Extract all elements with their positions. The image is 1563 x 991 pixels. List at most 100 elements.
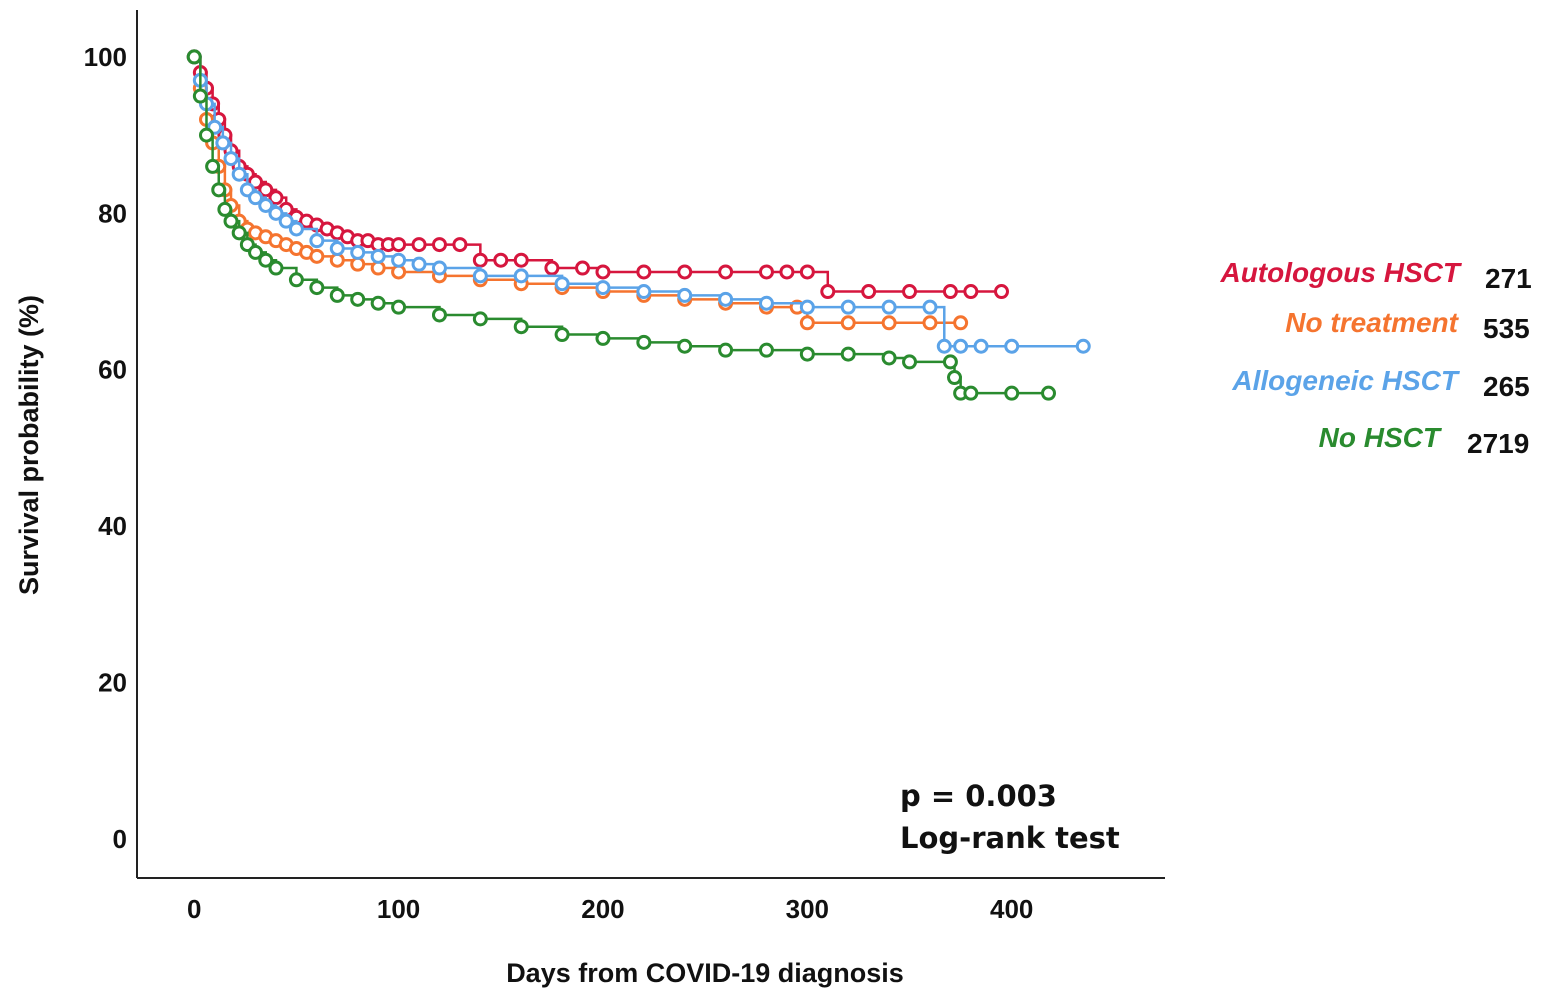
legend-count: 2719 (1467, 428, 1529, 459)
x-tick-label: 0 (187, 894, 201, 924)
series-no-treatment (186, 49, 969, 331)
y-tick-label: 0 (113, 824, 127, 854)
censor-mark (936, 338, 952, 354)
censor-mark (391, 299, 407, 315)
censor-mark (411, 237, 427, 253)
censor-mark (575, 260, 591, 276)
censor-mark (192, 88, 208, 104)
censor-mark (942, 354, 958, 370)
censor-mark (994, 284, 1010, 300)
censor-mark (223, 151, 239, 167)
censor-mark (677, 287, 693, 303)
censor-mark (268, 190, 284, 206)
censor-mark (902, 354, 918, 370)
censor-mark (411, 256, 427, 272)
y-tick-label: 100 (84, 42, 127, 72)
censor-mark (350, 291, 366, 307)
censor-mark (718, 291, 734, 307)
censor-mark (231, 225, 247, 241)
censor-mark (799, 315, 815, 331)
censor-mark (946, 370, 962, 386)
censor-mark (205, 158, 221, 174)
censor-mark (953, 315, 969, 331)
y-axis-title: Survival probability (%) (14, 295, 44, 595)
censor-mark (1041, 385, 1057, 401)
censor-mark (329, 287, 345, 303)
censor-mark (472, 252, 488, 268)
y-tick-labels: 0 20 40 60 80 100 (84, 42, 127, 854)
censor-mark (248, 244, 264, 260)
censor-mark (309, 280, 325, 296)
censor-mark (963, 284, 979, 300)
censor-mark (288, 272, 304, 288)
censor-mark (840, 346, 856, 362)
censor-mark (370, 295, 386, 311)
y-tick-label: 40 (98, 511, 127, 541)
y-tick-label: 80 (98, 198, 127, 228)
censor-mark (554, 276, 570, 292)
censor-mark (248, 190, 264, 206)
series-no-hsct (186, 49, 1057, 401)
censor-mark (799, 299, 815, 315)
censor-mark (595, 280, 611, 296)
legend-label: No treatment (1285, 307, 1459, 338)
censor-mark (799, 264, 815, 280)
censor-mark (881, 299, 897, 315)
censor-mark (758, 295, 774, 311)
censor-mark (758, 342, 774, 358)
censor-mark (309, 233, 325, 249)
x-tick-labels: 0 100 200 300 400 (187, 894, 1033, 924)
censor-mark (799, 346, 815, 362)
censor-mark (431, 260, 447, 276)
censor-mark (953, 338, 969, 354)
censor-mark (513, 319, 529, 335)
censor-mark (922, 299, 938, 315)
censor-mark (268, 260, 284, 276)
censor-mark (922, 315, 938, 331)
censor-mark (217, 201, 233, 217)
censor-mark (391, 252, 407, 268)
legend-count: 535 (1483, 313, 1530, 344)
censor-mark (636, 334, 652, 350)
censor-mark (595, 330, 611, 346)
censor-mark (595, 264, 611, 280)
series-allogeneic-hsct (186, 49, 1091, 354)
censor-mark (973, 338, 989, 354)
legend-label: Allogeneic HSCT (1231, 365, 1460, 396)
censor-mark (391, 264, 407, 280)
legend: Autologous HSCT 271 No treatment 535 Allogen… (1219, 257, 1531, 459)
censor-mark (278, 213, 294, 229)
censor-mark (309, 248, 325, 264)
censor-mark (1004, 338, 1020, 354)
legend-count: 271 (1485, 263, 1532, 294)
censor-mark (513, 252, 529, 268)
censor-mark (258, 182, 274, 198)
censor-mark (636, 284, 652, 300)
censor-mark (677, 338, 693, 354)
censor-mark (718, 342, 734, 358)
censor-mark (861, 284, 877, 300)
censor-mark (1004, 385, 1020, 401)
x-tick-label: 200 (581, 894, 624, 924)
censor-mark (350, 244, 366, 260)
censor-mark (268, 205, 284, 221)
y-tick-label: 20 (98, 668, 127, 698)
censor-mark (223, 213, 239, 229)
censor-mark (840, 315, 856, 331)
x-tick-label: 300 (786, 894, 829, 924)
censor-mark (370, 248, 386, 264)
x-tick-label: 100 (377, 894, 420, 924)
censor-mark (258, 252, 274, 268)
p-value-annotation: p = 0.003 (900, 779, 1057, 813)
censor-mark (493, 252, 509, 268)
legend-count: 265 (1483, 371, 1530, 402)
censor-mark (513, 268, 529, 284)
censor-mark (431, 237, 447, 253)
censor-mark (431, 307, 447, 323)
censor-mark (288, 221, 304, 237)
censor-mark (258, 197, 274, 213)
censor-mark (840, 299, 856, 315)
legend-label: Autologous HSCT (1219, 257, 1462, 288)
censor-mark (963, 385, 979, 401)
